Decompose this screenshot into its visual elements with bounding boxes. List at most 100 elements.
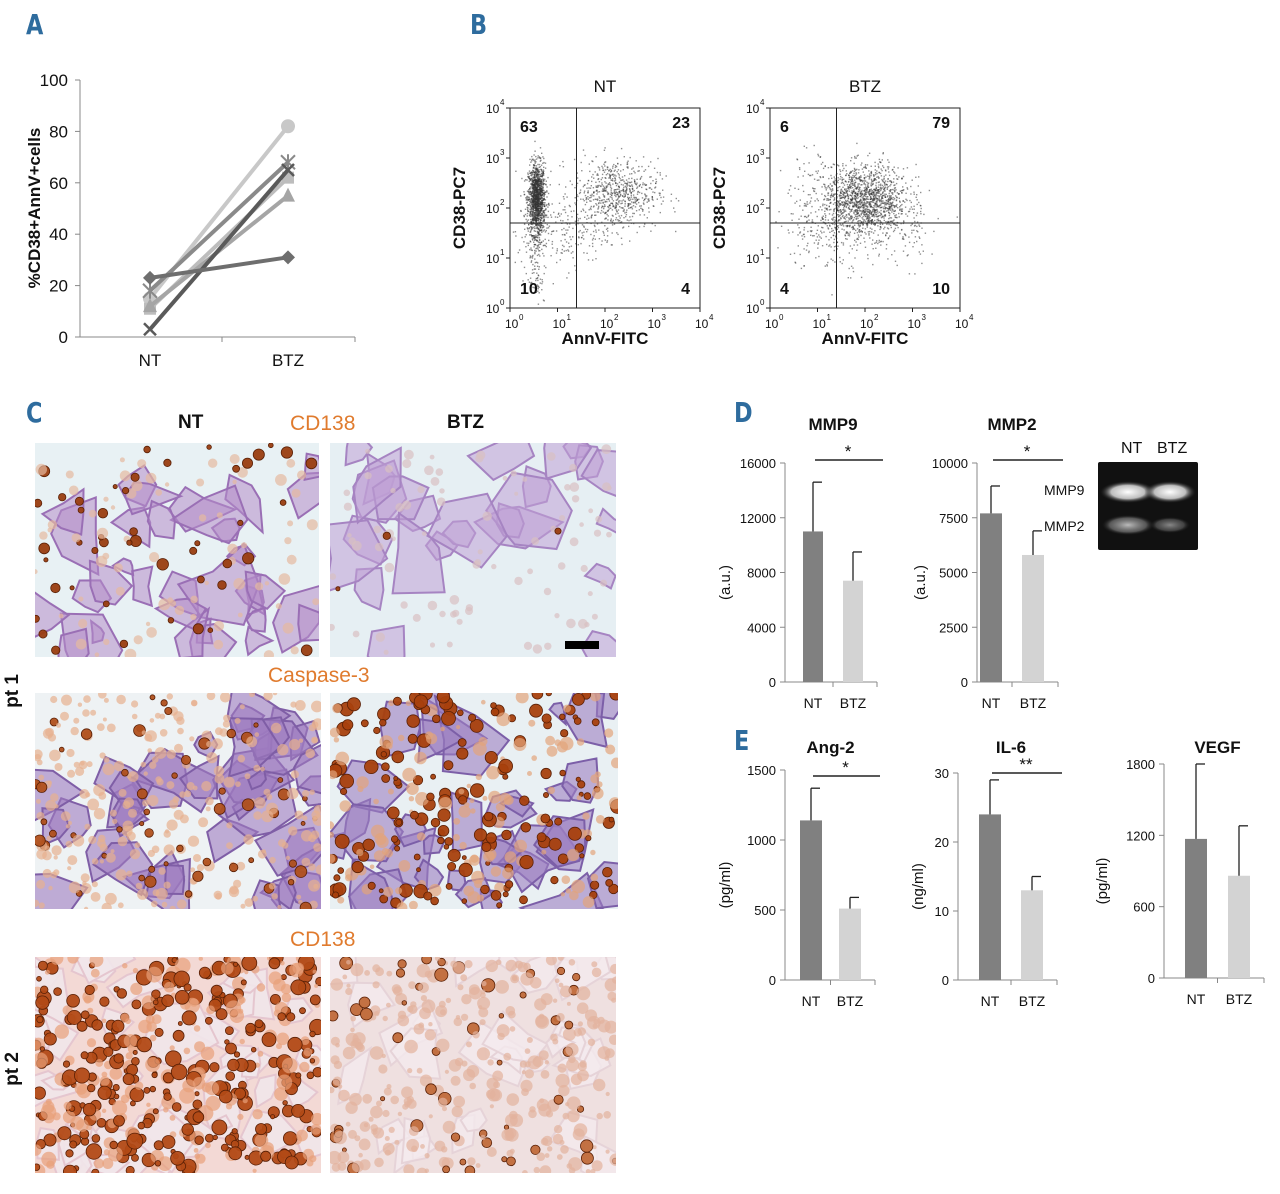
event: [621, 179, 623, 181]
cell: [547, 452, 556, 461]
event: [520, 210, 522, 212]
event: [848, 202, 851, 204]
event: [844, 203, 846, 205]
event: [863, 213, 865, 215]
cell: [559, 713, 566, 720]
event: [566, 277, 568, 279]
event: [635, 210, 638, 212]
quadrant-top-right: 23: [672, 115, 690, 132]
event: [898, 193, 900, 195]
event: [888, 198, 891, 200]
event: [542, 203, 544, 206]
event: [602, 201, 604, 204]
event: [543, 265, 546, 267]
event: [544, 193, 546, 195]
event: [837, 179, 839, 181]
event: [824, 183, 826, 186]
event: [859, 186, 861, 189]
event: [889, 196, 892, 198]
event: [544, 178, 546, 180]
event: [591, 242, 594, 245]
event: [597, 178, 600, 180]
event: [901, 189, 904, 192]
event: [624, 200, 626, 203]
cell: [352, 630, 360, 638]
cell: [522, 476, 528, 482]
event: [561, 234, 564, 236]
cell: [465, 607, 473, 615]
event: [826, 204, 828, 207]
cell: [484, 751, 498, 765]
event: [542, 179, 544, 181]
y-tick-label: 10: [486, 152, 500, 166]
event: [865, 199, 867, 201]
event: [848, 186, 851, 188]
event: [646, 217, 648, 219]
event: [537, 208, 539, 210]
cell: [179, 814, 189, 824]
event: [822, 203, 824, 205]
event: [859, 210, 861, 212]
event: [529, 204, 531, 206]
event: [843, 211, 845, 213]
event: [826, 187, 828, 189]
event: [525, 218, 527, 221]
event: [533, 195, 536, 197]
event: [841, 202, 844, 204]
event: [897, 178, 899, 180]
event: [818, 179, 820, 181]
event: [893, 205, 895, 207]
event: [913, 205, 915, 207]
event: [573, 210, 575, 212]
event: [855, 172, 857, 174]
event: [535, 196, 537, 199]
event: [536, 216, 538, 218]
event: [879, 207, 881, 209]
event: [864, 165, 867, 168]
cell: [98, 834, 106, 843]
event: [631, 215, 634, 218]
event: [642, 182, 644, 184]
cell: [154, 747, 167, 759]
event: [654, 187, 656, 189]
event: [824, 210, 826, 212]
event: [868, 192, 871, 194]
event: [565, 229, 567, 231]
event: [535, 227, 537, 230]
event: [916, 225, 918, 228]
event: [537, 274, 539, 276]
event: [831, 177, 833, 179]
event: [550, 255, 552, 257]
event: [515, 235, 517, 237]
event: [538, 196, 541, 198]
event: [528, 227, 530, 230]
event: [788, 189, 791, 191]
event: [893, 219, 895, 221]
event: [584, 154, 586, 157]
event: [633, 189, 635, 192]
cell: [226, 822, 233, 829]
event: [595, 214, 597, 216]
event: [869, 237, 871, 239]
event: [533, 209, 535, 212]
event: [844, 188, 846, 190]
event: [638, 198, 640, 200]
cell: [286, 458, 296, 468]
event: [641, 197, 644, 199]
event: [520, 209, 522, 212]
event: [833, 180, 835, 182]
event: [545, 207, 547, 210]
event: [531, 281, 533, 284]
event: [810, 226, 812, 228]
event: [615, 182, 617, 185]
cell: [48, 885, 53, 891]
event: [849, 219, 851, 221]
event: [879, 223, 882, 226]
cell: [163, 458, 172, 467]
event: [531, 192, 533, 194]
event: [867, 184, 869, 187]
event: [540, 223, 542, 225]
event: [631, 184, 633, 186]
event: [602, 167, 604, 169]
